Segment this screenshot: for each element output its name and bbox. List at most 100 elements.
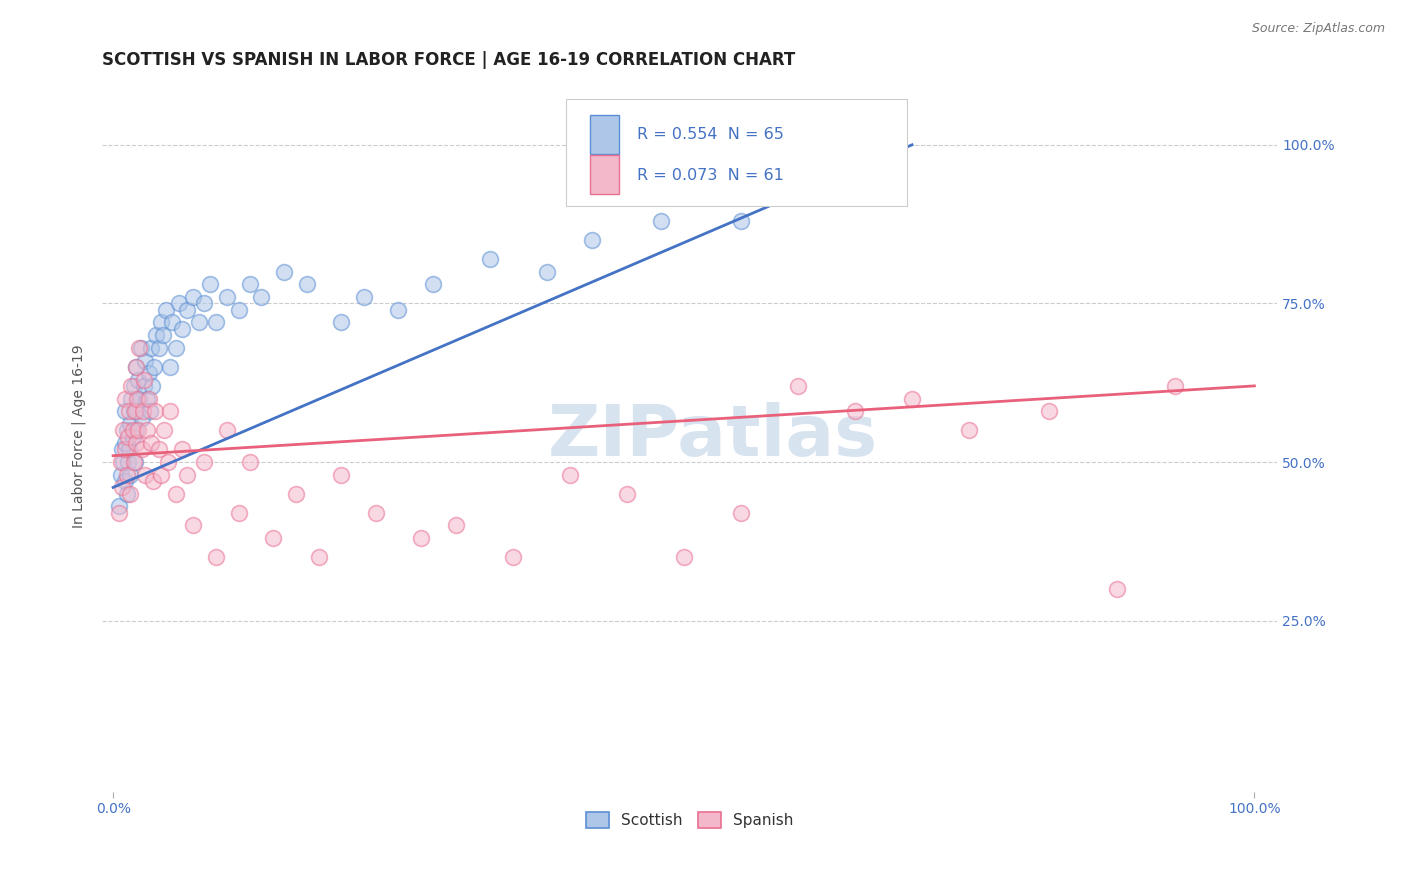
Point bbox=[120, 379, 142, 393]
Point bbox=[169, 296, 191, 310]
Point bbox=[650, 214, 672, 228]
Point bbox=[117, 455, 139, 469]
Point bbox=[1163, 379, 1185, 393]
Text: R = 0.554  N = 65: R = 0.554 N = 65 bbox=[637, 128, 783, 142]
Point bbox=[118, 442, 141, 457]
Point bbox=[125, 359, 148, 374]
Point bbox=[170, 442, 193, 457]
Point bbox=[125, 359, 148, 374]
Point bbox=[205, 315, 228, 329]
Point bbox=[422, 277, 444, 292]
Point bbox=[364, 506, 387, 520]
Point bbox=[114, 474, 136, 488]
Point bbox=[330, 315, 353, 329]
Point bbox=[124, 455, 146, 469]
Point bbox=[122, 455, 145, 469]
Point bbox=[114, 392, 136, 406]
Point bbox=[810, 188, 832, 202]
Point bbox=[217, 423, 239, 437]
Point bbox=[132, 404, 155, 418]
Point bbox=[127, 373, 149, 387]
Point bbox=[411, 531, 433, 545]
Point bbox=[730, 214, 752, 228]
Point bbox=[139, 341, 162, 355]
Point bbox=[127, 392, 149, 406]
Point bbox=[536, 265, 558, 279]
Point bbox=[127, 404, 149, 418]
Point bbox=[115, 423, 138, 437]
Point bbox=[273, 265, 295, 279]
Point bbox=[110, 455, 132, 469]
Point bbox=[165, 341, 187, 355]
Text: R = 0.073  N = 61: R = 0.073 N = 61 bbox=[637, 168, 783, 183]
Point bbox=[129, 341, 152, 355]
Point bbox=[125, 423, 148, 437]
Point bbox=[112, 455, 135, 469]
Point bbox=[111, 480, 134, 494]
Point bbox=[120, 467, 142, 482]
Point bbox=[118, 404, 141, 418]
Bar bbox=[589, 154, 619, 194]
Point bbox=[165, 487, 187, 501]
Point bbox=[150, 315, 173, 329]
Point bbox=[1038, 404, 1060, 418]
Point bbox=[901, 392, 924, 406]
Point bbox=[616, 487, 638, 501]
Point bbox=[143, 359, 166, 374]
Point bbox=[112, 423, 135, 437]
Point bbox=[558, 467, 581, 482]
Point bbox=[131, 410, 153, 425]
Point bbox=[205, 550, 228, 565]
Point bbox=[153, 423, 176, 437]
Text: Source: ZipAtlas.com: Source: ZipAtlas.com bbox=[1251, 22, 1385, 36]
Point bbox=[114, 436, 136, 450]
Point bbox=[330, 467, 353, 482]
Point bbox=[148, 341, 170, 355]
Point bbox=[108, 500, 131, 514]
Point bbox=[122, 379, 145, 393]
Point bbox=[844, 404, 866, 418]
Point bbox=[353, 290, 375, 304]
Point bbox=[141, 379, 163, 393]
Point bbox=[121, 423, 143, 437]
Point bbox=[262, 531, 284, 545]
Point bbox=[217, 290, 239, 304]
Point bbox=[156, 455, 179, 469]
Point bbox=[145, 328, 167, 343]
Point bbox=[198, 277, 221, 292]
Point bbox=[132, 373, 155, 387]
Legend: Scottish, Spanish: Scottish, Spanish bbox=[579, 805, 800, 834]
Point bbox=[181, 518, 204, 533]
Point bbox=[170, 322, 193, 336]
Point bbox=[142, 474, 165, 488]
Point bbox=[155, 302, 177, 317]
Point bbox=[115, 467, 138, 482]
Point bbox=[138, 404, 160, 418]
Point bbox=[284, 487, 307, 501]
Point bbox=[122, 404, 145, 418]
Point bbox=[239, 455, 262, 469]
Point bbox=[128, 392, 150, 406]
Point bbox=[121, 430, 143, 444]
Point bbox=[124, 404, 146, 418]
Point bbox=[148, 442, 170, 457]
Point bbox=[136, 423, 159, 437]
Point bbox=[139, 436, 162, 450]
Point bbox=[295, 277, 318, 292]
Point bbox=[187, 315, 209, 329]
Point bbox=[502, 550, 524, 565]
Point bbox=[308, 550, 330, 565]
Point bbox=[239, 277, 262, 292]
Point bbox=[120, 487, 142, 501]
Point bbox=[138, 392, 160, 406]
Point bbox=[787, 379, 810, 393]
Point bbox=[134, 467, 156, 482]
Point bbox=[176, 467, 198, 482]
Point bbox=[132, 379, 155, 393]
Point bbox=[162, 315, 184, 329]
Point bbox=[181, 290, 204, 304]
Point bbox=[127, 423, 149, 437]
Point bbox=[193, 296, 215, 310]
Point bbox=[1107, 582, 1129, 596]
Point bbox=[193, 455, 215, 469]
